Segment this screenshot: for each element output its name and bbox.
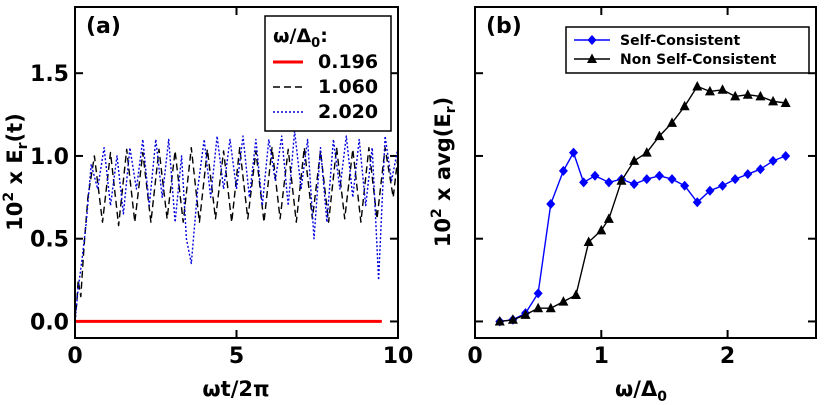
legend-label: 2.020: [318, 101, 378, 123]
a-legend: ω/Δ0: 0.196 1.060 2.020: [264, 15, 392, 132]
b-panel-label: (b): [486, 14, 522, 39]
series-line-non-self-consistent: [499, 85, 786, 323]
data-point-triangle: [583, 236, 594, 247]
data-point-diamond: [755, 164, 765, 175]
data-point-diamond: [533, 288, 543, 299]
a-x-axis-title: ωt/2π: [202, 377, 269, 401]
data-point-triangle: [507, 314, 518, 324]
a-legend-title: ω/Δ0:: [273, 25, 328, 51]
data-point-diamond: [629, 179, 639, 190]
legend-label: 0.196: [318, 51, 378, 73]
a-x-tick-label: 10: [383, 344, 414, 369]
data-point-triangle: [667, 117, 678, 127]
data-point-triangle: [533, 302, 544, 313]
data-point-triangle: [545, 302, 556, 313]
data-point-diamond: [654, 170, 664, 181]
data-point-diamond: [642, 174, 652, 185]
series-line-self-consistent: [499, 151, 786, 323]
a-y-tick-label: 1.0: [30, 145, 69, 170]
legend-marker: [587, 35, 597, 45]
data-point-triangle: [679, 100, 690, 111]
a-y-tick-label: 1.5: [30, 62, 69, 87]
b-legend: Self-Consistent Non Self-Consistent: [565, 26, 810, 74]
data-point-triangle: [704, 85, 715, 96]
data-point-triangle: [717, 84, 728, 94]
b-x-tick-label: 1: [594, 344, 609, 369]
legend-label: 1.060: [318, 76, 378, 98]
a-panel-label: (a): [86, 14, 121, 39]
data-point-triangle: [780, 97, 791, 107]
b-x-axis-title: ω/Δ0: [615, 377, 667, 405]
data-point-diamond: [680, 180, 690, 191]
data-point-diamond: [781, 150, 791, 161]
a-x-tick-label: 5: [229, 344, 244, 369]
legend-label: Non Self-Consistent: [620, 52, 777, 68]
a-x-tick-label: 0: [67, 344, 82, 369]
data-point-triangle: [616, 175, 627, 185]
data-point-triangle: [742, 89, 753, 99]
data-point-triangle: [730, 90, 741, 101]
a-legend-items: 0.196 1.060 2.020: [273, 51, 378, 123]
data-point-triangle: [692, 80, 703, 91]
b-x-tick-label: 2: [720, 344, 735, 369]
data-point-triangle: [768, 95, 779, 106]
data-point-triangle: [654, 130, 665, 141]
data-point-triangle: [558, 296, 569, 306]
b-x-tick-label: 0: [467, 344, 482, 369]
data-point-diamond: [579, 177, 589, 188]
b-y-axis-title: 102 x avg(Er): [429, 97, 459, 248]
data-point-triangle: [603, 213, 614, 223]
a-y-tick-label: 0.5: [30, 228, 69, 253]
data-point-diamond: [558, 165, 568, 176]
data-point-diamond: [730, 174, 740, 185]
data-point-diamond: [569, 147, 579, 158]
b-legend-box: [565, 26, 810, 74]
b-plot-frame: [474, 6, 817, 339]
a-plot-frame: [74, 6, 399, 339]
data-point-diamond: [718, 180, 728, 191]
data-point-triangle: [494, 315, 505, 326]
a-tick-labels: 0 5 10 0.0 0.5 1.0 1.5: [30, 62, 413, 369]
panel-b: 0 1 2 (b) ω/Δ0 102 x avg(Er) Self-Consiste…: [429, 6, 817, 405]
data-point-triangle: [571, 289, 582, 299]
data-point-diamond: [604, 177, 614, 188]
data-point-triangle: [755, 90, 766, 101]
a-series: [74, 130, 399, 323]
data-point-triangle: [641, 147, 652, 157]
data-point-triangle: [520, 309, 531, 319]
data-point-diamond: [546, 198, 556, 209]
data-point-diamond: [743, 169, 753, 180]
legend-marker: [587, 53, 597, 63]
data-point-triangle: [596, 224, 607, 235]
data-point-triangle: [629, 155, 640, 165]
a-y-tick-label: 0.0: [30, 310, 69, 335]
data-point-diamond: [590, 170, 600, 181]
data-point-diamond: [768, 155, 778, 166]
b-series: [494, 80, 791, 327]
series-line-2-020: [74, 130, 399, 322]
data-point-diamond: [667, 174, 677, 185]
data-point-diamond: [705, 185, 715, 196]
data-point-diamond: [692, 197, 702, 208]
b-tick-labels: 0 1 2: [467, 344, 735, 369]
panel-a: 0 5 10 0.0 0.5 1.0 1.5 (a) ωt/2π 102 x Er(t) ω…: [1, 6, 413, 401]
series-line-1-060: [74, 146, 399, 322]
b-legend-items: Self-Consistent Non Self-Consistent: [574, 33, 777, 68]
a-y-axis-title: 102 x Er(t): [1, 113, 31, 231]
legend-label: Self-Consistent: [620, 33, 741, 49]
